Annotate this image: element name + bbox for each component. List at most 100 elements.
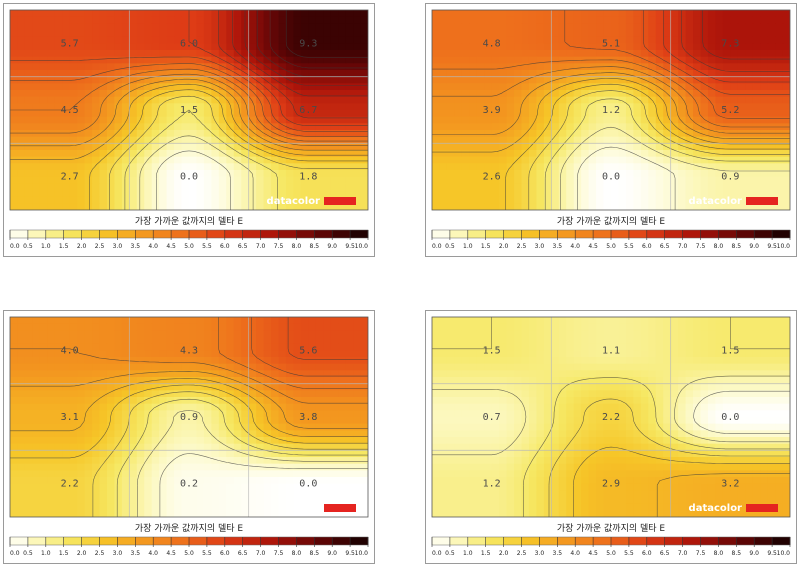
heat-cell bbox=[315, 430, 324, 438]
heat-cell bbox=[24, 36, 33, 44]
heat-cell bbox=[92, 343, 101, 351]
heat-cell bbox=[77, 63, 86, 71]
heat-cell bbox=[121, 383, 130, 391]
heat-cell bbox=[92, 457, 101, 465]
heat-cell bbox=[596, 70, 605, 78]
heat-cell bbox=[737, 350, 746, 358]
heat-cell bbox=[506, 16, 515, 24]
heat-cell bbox=[618, 196, 627, 204]
heat-cell bbox=[166, 116, 175, 124]
heat-cell bbox=[543, 96, 552, 104]
heat-cell bbox=[338, 23, 347, 31]
heat-cell bbox=[77, 397, 86, 405]
heat-cell bbox=[446, 357, 455, 365]
heat-cell bbox=[338, 363, 347, 371]
heat-cell bbox=[10, 457, 19, 465]
heat-cell bbox=[39, 417, 48, 425]
heat-cell bbox=[166, 123, 175, 131]
heat-cell bbox=[271, 510, 280, 517]
heat-cell bbox=[670, 176, 679, 184]
heat-cell bbox=[596, 190, 605, 198]
heat-cell bbox=[166, 196, 175, 204]
heat-cell bbox=[256, 170, 265, 178]
heat-cell bbox=[121, 337, 130, 345]
legend-tick-label: 2.5 bbox=[95, 243, 105, 250]
heat-cell bbox=[700, 123, 709, 131]
heat-cell bbox=[670, 203, 679, 210]
heat-cell bbox=[32, 176, 41, 184]
heat-cell bbox=[558, 23, 567, 31]
heat-cell bbox=[338, 163, 347, 171]
heat-cell bbox=[144, 403, 153, 411]
heat-cell bbox=[775, 103, 784, 111]
heat-cell bbox=[189, 110, 198, 118]
heat-cell bbox=[144, 136, 153, 144]
contour-line bbox=[505, 83, 790, 210]
heat-cell bbox=[782, 350, 790, 358]
heat-cell bbox=[181, 370, 190, 378]
heat-cell bbox=[469, 76, 478, 84]
heat-cell bbox=[92, 176, 101, 184]
heat-cell bbox=[338, 337, 347, 345]
legend-swatch bbox=[593, 230, 612, 238]
heat-cell bbox=[618, 16, 627, 24]
heat-cell bbox=[69, 183, 78, 191]
heat-cell bbox=[129, 383, 138, 391]
heat-cell bbox=[782, 170, 790, 178]
heat-cell bbox=[611, 176, 620, 184]
heat-cell bbox=[338, 150, 347, 158]
heat-cell bbox=[271, 183, 280, 191]
heat-cell bbox=[461, 343, 470, 351]
heat-cell bbox=[196, 43, 205, 51]
heat-cell bbox=[543, 136, 552, 144]
heat-cell bbox=[211, 390, 220, 398]
heat-cell bbox=[715, 16, 724, 24]
heat-cell bbox=[84, 203, 93, 210]
heat-cell bbox=[159, 330, 168, 338]
heat-cell bbox=[618, 143, 627, 151]
heat-cell bbox=[345, 23, 354, 31]
heat-cell bbox=[588, 176, 597, 184]
heat-cell bbox=[285, 430, 295, 438]
heat-cell bbox=[476, 50, 485, 58]
heat-cell bbox=[271, 437, 280, 445]
heat-cell bbox=[293, 423, 302, 431]
heat-cell bbox=[752, 357, 761, 365]
heat-cell bbox=[345, 83, 354, 91]
heat-cell bbox=[211, 70, 220, 78]
heat-cell bbox=[129, 136, 138, 144]
heat-cell bbox=[233, 103, 242, 111]
heat-cell bbox=[166, 477, 175, 485]
heat-cell bbox=[648, 176, 657, 184]
heat-cell bbox=[136, 463, 145, 471]
heat-cell bbox=[54, 437, 63, 445]
heat-cell bbox=[92, 16, 101, 24]
heat-cell bbox=[62, 390, 71, 398]
heat-cell bbox=[782, 90, 790, 98]
heat-cell bbox=[648, 357, 657, 365]
heat-cell bbox=[189, 96, 198, 104]
legend-swatch bbox=[432, 230, 451, 238]
heat-cell bbox=[603, 176, 612, 184]
heat-cell bbox=[263, 96, 272, 104]
heat-cell bbox=[566, 103, 575, 111]
heat-cell bbox=[308, 96, 317, 104]
heat-cell bbox=[203, 30, 212, 38]
heat-cell bbox=[484, 163, 493, 171]
heat-cell bbox=[491, 130, 500, 138]
heat-cell bbox=[767, 323, 776, 331]
heat-cell bbox=[159, 443, 168, 451]
heat-cell bbox=[476, 96, 485, 104]
heat-cell bbox=[92, 83, 101, 91]
heat-cell bbox=[506, 363, 515, 371]
heat-cell bbox=[226, 103, 235, 111]
heat-cell bbox=[129, 10, 138, 18]
heat-cell bbox=[106, 110, 116, 118]
heat-cell bbox=[323, 450, 332, 458]
heat-cell bbox=[775, 36, 784, 44]
heat-cell bbox=[633, 203, 642, 210]
legend-swatch bbox=[117, 230, 136, 238]
heat-cell bbox=[323, 76, 332, 84]
heat-cell bbox=[106, 457, 116, 465]
heat-cell bbox=[446, 76, 455, 84]
